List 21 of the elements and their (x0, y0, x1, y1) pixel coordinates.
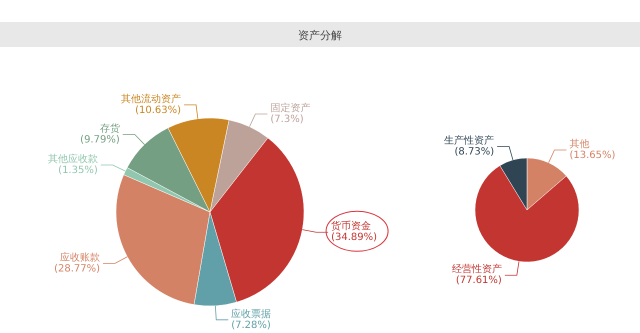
data-label: (8.73%) (454, 146, 494, 158)
chart-title: 资产分解 (298, 29, 342, 42)
data-label: (1.35%) (58, 165, 98, 176)
slice-label: 经营性资产 (452, 263, 502, 276)
slice-label: 应收账款 (60, 251, 100, 264)
data-label: (9.79%) (80, 134, 120, 146)
data-label: (10.63%) (135, 104, 182, 116)
data-label: (7.28%) (231, 320, 271, 331)
slice-label: 其他流动资产 (121, 92, 182, 105)
slice-label: 应收票据 (231, 308, 272, 320)
data-label: (7.3%) (270, 114, 304, 126)
slice-label: 货币资金 (331, 220, 372, 232)
slice-label: 生产性资产 (444, 134, 494, 146)
slice-label: 固定资产 (270, 102, 310, 114)
data-label: (77.61%) (456, 275, 502, 286)
slice-label: 其他应收款 (48, 153, 98, 166)
slice-label: 其他 (569, 138, 590, 150)
data-label: (34.89%) (331, 232, 378, 244)
data-label: (13.65%) (569, 150, 616, 161)
slice-label: 存货 (100, 122, 120, 135)
data-label: (28.77%) (54, 263, 100, 274)
